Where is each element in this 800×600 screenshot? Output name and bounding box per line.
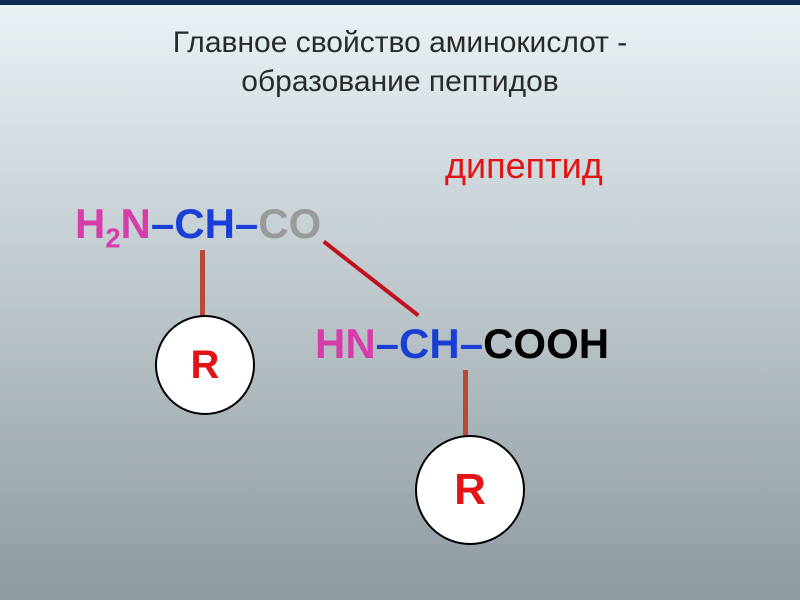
f2-HN: HN xyxy=(315,320,376,367)
slide-title: Главное свойство аминокислот - образован… xyxy=(0,5,800,101)
peptide-bond-line xyxy=(323,240,420,317)
r-group-circle-2: R xyxy=(415,435,525,545)
f1-N: N xyxy=(121,200,151,247)
r-group-label-2: R xyxy=(454,465,486,515)
dipeptide-label: дипептид xyxy=(445,145,603,187)
f1-sub2: 2 xyxy=(105,222,120,253)
f1-H: H xyxy=(75,200,105,247)
formula-amino-acid-2: HN–CH–COOH xyxy=(315,320,609,368)
f1-dash1: – xyxy=(151,200,174,247)
f2-dash2: – xyxy=(460,320,483,367)
r-group-circle-1: R xyxy=(155,315,255,415)
slide-background: Главное свойство аминокислот - образован… xyxy=(0,0,800,600)
f1-dash2: – xyxy=(235,200,258,247)
r-group-label-1: R xyxy=(191,343,220,388)
formula-amino-acid-1: H2N–CH–CO xyxy=(75,200,321,254)
f1-CO: CO xyxy=(258,200,321,247)
title-line-2: образование пептидов xyxy=(241,65,558,98)
f2-CH: CH xyxy=(399,320,460,367)
f1-CH: CH xyxy=(174,200,235,247)
title-line-1: Главное свойство аминокислот - xyxy=(173,26,628,59)
f2-dash1: – xyxy=(376,320,399,367)
f2-COOH: COOH xyxy=(483,320,609,367)
